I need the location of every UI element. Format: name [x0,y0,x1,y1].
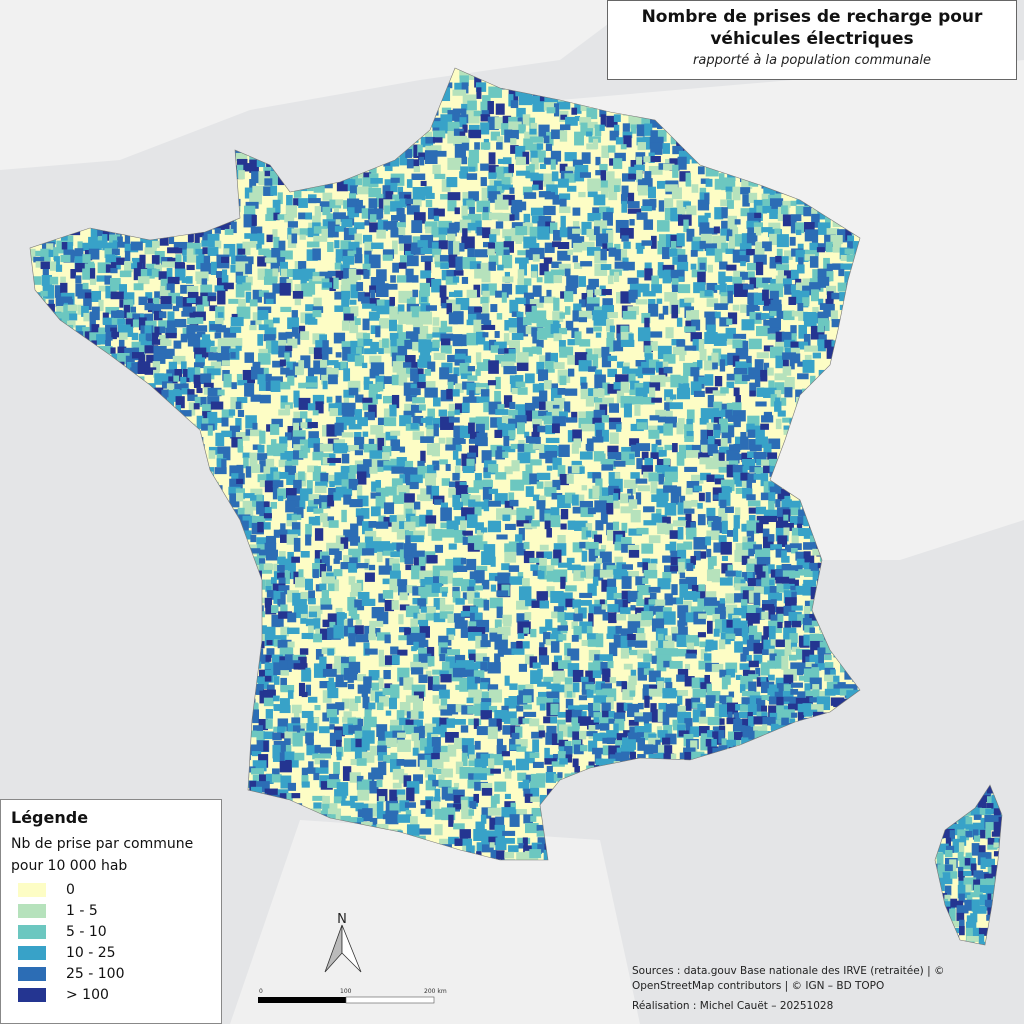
map-subtitle: rapporté à la population communale [693,53,931,68]
legend-title: Nb de prise par commune pour 10 000 hab [11,833,211,877]
legend-item: 5 - 10 [11,921,211,942]
legend-swatch [18,903,46,918]
scale-tick-200: 200 km [424,988,447,995]
legend: Légende Nb de prise par commune pour 10 … [0,799,222,1024]
sources-text: Sources : data.gouv Base nationale des I… [632,965,945,992]
legend-label: 0 [66,881,75,898]
legend-swatch [18,924,46,939]
legend-heading: Légende [11,808,89,827]
scale-tick-100: 100 [340,988,352,995]
north-arrow-icon: N [324,912,362,973]
legend-label: 10 - 25 [66,944,116,961]
legend-swatch [18,882,46,897]
legend-swatch [18,945,46,960]
north-label: N [337,912,347,927]
map-title: Nombre de prises de recharge pour véhicu… [641,7,983,49]
legend-item: 25 - 100 [11,963,211,984]
legend-label: 5 - 10 [66,923,107,940]
scale-bar: 0 100 200 km [257,985,447,1015]
legend-swatch [18,966,46,981]
legend-label: 1 - 5 [66,902,98,919]
legend-label: > 100 [66,986,109,1003]
legend-title-line2: pour 10 000 hab [11,858,128,874]
legend-title-line1: Nb de prise par commune [11,836,194,852]
title-box: Nombre de prises de recharge pour véhicu… [607,0,1017,80]
legend-item: 0 [11,879,211,900]
legend-label: 25 - 100 [66,965,125,982]
legend-item: > 100 [11,984,211,1005]
scale-tick-0: 0 [259,988,263,995]
legend-item: 10 - 25 [11,942,211,963]
credits-text: Réalisation : Michel Cauët – 20251028 [632,1000,834,1012]
legend-swatch [18,987,46,1002]
legend-item: 1 - 5 [11,900,211,921]
